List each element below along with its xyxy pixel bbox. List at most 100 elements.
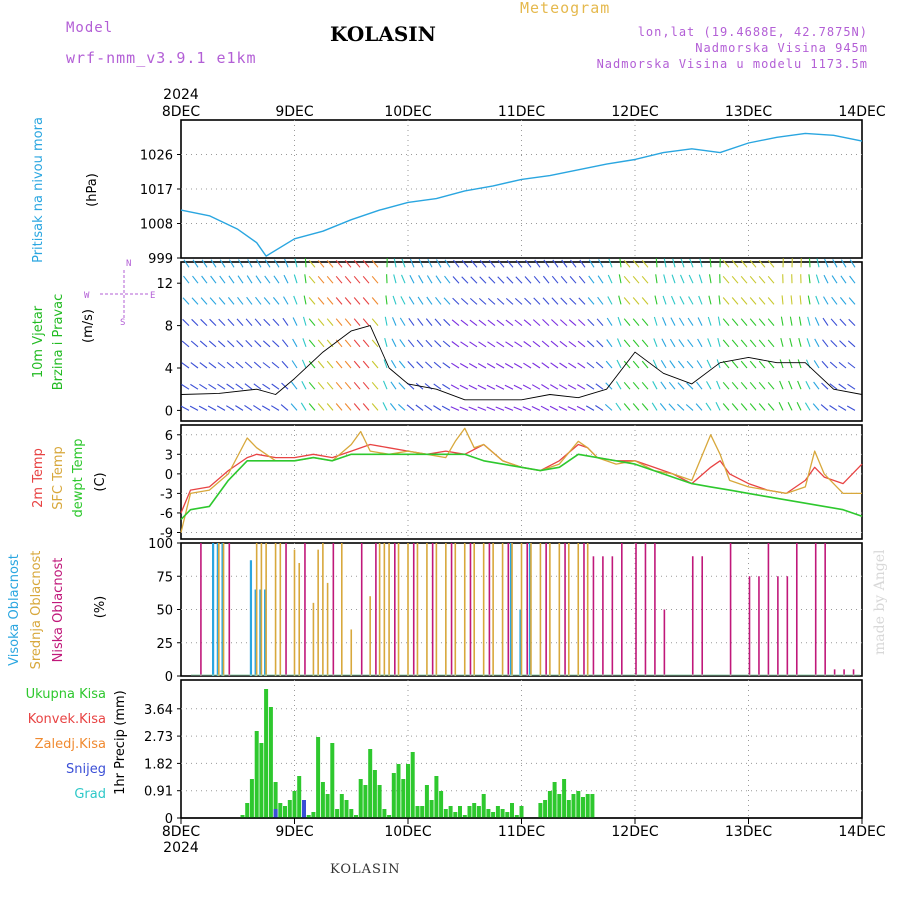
wind-arrow bbox=[506, 276, 514, 284]
wind-arrow bbox=[383, 359, 388, 369]
wind-arrow bbox=[291, 360, 298, 369]
dewpt-axis-title: dewpt Temp bbox=[71, 438, 86, 517]
wind-compass: N E W S bbox=[84, 259, 155, 328]
precip-bar bbox=[448, 806, 453, 818]
y-tick-label: 3.64 bbox=[144, 703, 173, 718]
y-tick-label: 1008 bbox=[140, 218, 173, 233]
precip-bar bbox=[406, 764, 410, 818]
wind-arrow bbox=[371, 360, 379, 369]
precip-bar bbox=[387, 815, 392, 818]
wind-arrow bbox=[191, 318, 199, 326]
wind-arrow bbox=[236, 340, 244, 348]
wind-arrow bbox=[531, 384, 541, 390]
wind-arrow bbox=[722, 339, 730, 348]
wind-arrow bbox=[838, 405, 847, 411]
wind-arrow bbox=[308, 297, 316, 305]
wind-arrow bbox=[798, 337, 802, 347]
wind-arrow bbox=[654, 295, 658, 305]
wind-arrow bbox=[848, 297, 856, 305]
wind-arrow bbox=[353, 260, 361, 268]
wind-arrow bbox=[595, 383, 604, 390]
wind-arrow bbox=[417, 296, 424, 305]
wind-arrow bbox=[695, 403, 703, 411]
wind-arrow bbox=[722, 260, 730, 268]
wind-arrow bbox=[767, 260, 775, 268]
wind-arrow bbox=[344, 297, 352, 305]
wind-arrow bbox=[767, 381, 775, 390]
wind-arrow bbox=[283, 296, 289, 305]
wind-arrow bbox=[550, 362, 559, 369]
wind-arrow bbox=[668, 381, 676, 390]
wind-arrow bbox=[308, 360, 316, 369]
wind-arrow bbox=[262, 362, 271, 369]
mid-cloud-axis-title: Srednja Oblacnost bbox=[29, 551, 44, 670]
wind-arrow bbox=[805, 380, 811, 390]
wind-arrow bbox=[758, 318, 766, 326]
wind-arrow bbox=[382, 380, 388, 390]
wind-arrow bbox=[210, 259, 217, 268]
wind-arrow bbox=[780, 316, 784, 326]
wind-arrow bbox=[788, 380, 793, 390]
wind-arrow bbox=[604, 403, 613, 411]
wind-arrow bbox=[731, 339, 739, 348]
wind-arrow bbox=[514, 341, 523, 348]
wind-arrow bbox=[561, 259, 568, 268]
precip-bar bbox=[500, 809, 505, 818]
wind-arrow bbox=[263, 318, 271, 326]
wind-arrow bbox=[261, 405, 271, 411]
wind-arrow bbox=[767, 339, 775, 348]
precip-axis-title: 1hr Precip bbox=[113, 729, 128, 795]
wind-arrow bbox=[371, 275, 379, 284]
wind-arrow bbox=[459, 384, 469, 390]
wind-arrow bbox=[504, 384, 514, 390]
x-tick-label-bottom: 11DEC bbox=[498, 824, 545, 840]
wind-arrow bbox=[838, 383, 847, 390]
wind-arrow bbox=[632, 381, 640, 390]
wind-arrow bbox=[661, 338, 667, 348]
wind-arrow bbox=[399, 317, 406, 326]
wind-arrow bbox=[820, 404, 829, 411]
y-tick-label: 4 bbox=[165, 362, 173, 377]
precip-bar bbox=[557, 794, 562, 818]
wind-arrow bbox=[371, 403, 379, 411]
wind-arrow bbox=[451, 319, 460, 327]
meteogram-label: Meteogram bbox=[520, 0, 611, 17]
wind-arrow bbox=[479, 260, 487, 268]
wind-arrow bbox=[749, 260, 757, 268]
wind-arrow bbox=[672, 258, 676, 268]
wind-arrow bbox=[541, 362, 550, 369]
cloud-unit: (%) bbox=[93, 596, 108, 619]
y-tick-label: -6 bbox=[160, 507, 173, 522]
wind-arrow bbox=[304, 274, 307, 284]
wind-arrow bbox=[384, 337, 388, 347]
precip-bar bbox=[538, 803, 543, 818]
wind-arrow bbox=[670, 295, 676, 305]
wind-arrow bbox=[731, 403, 739, 411]
wind-arrow bbox=[641, 339, 649, 348]
wind-arrow bbox=[731, 297, 739, 305]
wind-arrow bbox=[217, 362, 226, 369]
wind-arrow bbox=[418, 275, 424, 284]
precip-bar bbox=[368, 749, 373, 818]
wind-arrow bbox=[459, 363, 469, 369]
wind-arrow bbox=[660, 381, 667, 390]
wind-arrow bbox=[238, 259, 244, 268]
wind-arrow bbox=[362, 260, 370, 268]
wind-arrow bbox=[532, 362, 541, 369]
wind-arrow bbox=[569, 276, 577, 284]
wind-arrow bbox=[416, 339, 424, 348]
wind-arrow bbox=[832, 259, 838, 268]
wind-arrow bbox=[497, 276, 505, 284]
wind-arrow bbox=[731, 275, 739, 284]
wind-arrow bbox=[669, 360, 676, 369]
wind-arrow bbox=[749, 381, 757, 390]
precip-bar bbox=[571, 794, 576, 818]
wind-arrow bbox=[201, 275, 208, 284]
wind-arrow bbox=[707, 338, 712, 348]
wind-arrow bbox=[487, 297, 496, 305]
wind-arrow bbox=[335, 275, 343, 284]
wind-arrow bbox=[749, 275, 757, 284]
wind-arrow bbox=[452, 297, 460, 305]
wind-arrow bbox=[308, 275, 316, 284]
wind-arrow bbox=[201, 259, 208, 268]
